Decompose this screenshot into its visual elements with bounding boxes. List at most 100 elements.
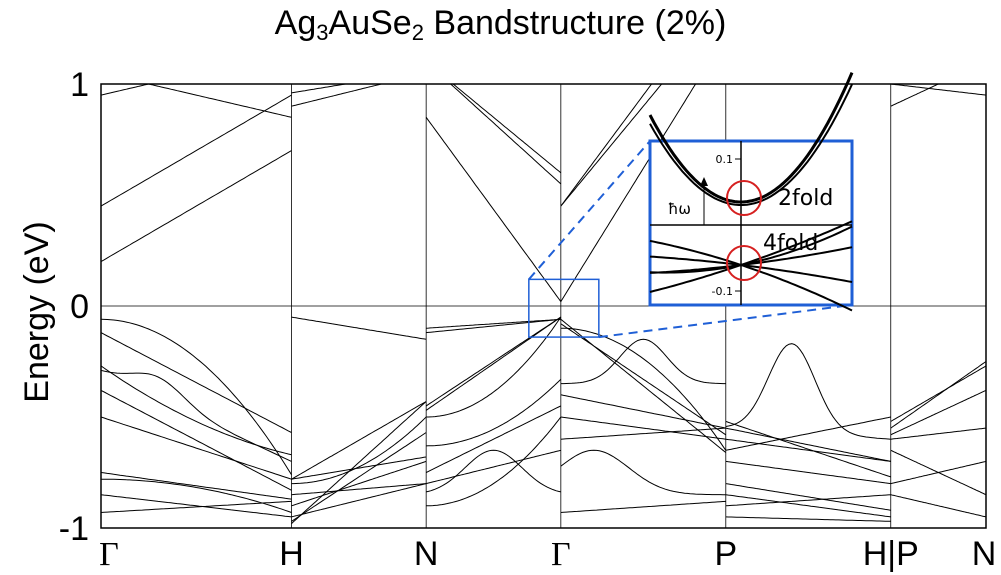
band-line (420, 84, 427, 85)
band-line (890, 365, 986, 422)
band-line (725, 438, 891, 462)
inset-label-hbar-omega: ħω (668, 200, 691, 218)
band-line (890, 389, 986, 436)
band-line (426, 318, 561, 334)
zoom-indicator (528, 140, 853, 339)
zoom-connector (528, 140, 651, 281)
band-line (101, 94, 292, 207)
band-line (291, 483, 427, 518)
band-line (101, 494, 292, 518)
band-line (425, 117, 562, 302)
y-tick-label: 1 (70, 66, 89, 104)
band-line (425, 316, 562, 411)
band-line (449, 84, 562, 185)
band-line (725, 416, 891, 451)
band-line (291, 432, 427, 522)
band-line (890, 361, 986, 429)
band-line (890, 84, 940, 107)
x-tick-label: H|P (863, 535, 919, 573)
band-line (426, 416, 562, 507)
zoom-box (528, 278, 600, 338)
zoom-connector (598, 304, 853, 339)
band-line (101, 365, 292, 456)
band-line (101, 318, 292, 475)
band-line (426, 318, 561, 329)
x-tick-label: Γ (99, 536, 119, 573)
x-tick-label: Γ (551, 536, 571, 573)
x-tick-label: N (972, 535, 997, 573)
x-tick-label: P (714, 535, 737, 573)
inset-band (649, 220, 853, 293)
band-line (101, 416, 292, 480)
band-line (101, 84, 151, 96)
band-line (560, 427, 726, 440)
band-line (291, 401, 427, 480)
band-line (890, 427, 986, 440)
band-line (291, 316, 427, 340)
x-tick-label: N (414, 535, 439, 573)
band-line (560, 84, 697, 302)
band-line (725, 494, 891, 507)
y-tick-labels: -1 0 1 (59, 66, 89, 548)
band-line (291, 84, 349, 94)
inset-panel: 0.1 -0.1 2fold 4fold ħω (648, 72, 854, 312)
inset-band (648, 72, 854, 204)
band-line (560, 449, 726, 496)
band-line (101, 150, 292, 263)
band-line (890, 84, 986, 96)
band-line (890, 460, 986, 485)
x-tick-labels: Γ H N Γ P H|P N (99, 535, 996, 573)
band-line (725, 494, 891, 518)
y-tick-label: 0 (70, 288, 89, 326)
band-line (291, 460, 427, 507)
band-line (725, 483, 891, 511)
chart-title: Ag3AuSe2 Bandstructure (2%) (274, 4, 727, 45)
y-axis-label: Energy (eV) (18, 221, 56, 402)
band-line (725, 420, 891, 478)
bands-group (101, 84, 986, 524)
inset-circle-4fold (726, 245, 762, 281)
inset-band (649, 239, 853, 312)
band-line (560, 323, 727, 436)
x-tick-label: H (279, 535, 304, 573)
plot-border (100, 83, 987, 529)
band-line (291, 84, 384, 107)
band-line (426, 449, 561, 493)
inset-tick-label: -0.1 (712, 285, 733, 298)
inset-tick-label: 0.1 (716, 153, 734, 166)
band-line (101, 500, 292, 513)
band-line (725, 460, 891, 485)
band-line (426, 378, 562, 447)
band-line (560, 394, 726, 429)
band-line (101, 472, 292, 500)
band-line (425, 316, 562, 407)
band-line (725, 343, 891, 440)
band-line (291, 401, 427, 524)
band-line (426, 449, 561, 485)
plot-frame (100, 83, 987, 529)
band-line (890, 494, 986, 518)
band-line (560, 84, 653, 207)
band-line (560, 416, 726, 440)
band-line (426, 316, 562, 418)
band-line (291, 483, 427, 496)
inset-band (649, 83, 853, 206)
band-line (146, 84, 292, 118)
band-line (101, 389, 292, 491)
band-line (725, 516, 891, 522)
band-line (452, 84, 562, 174)
band-line (725, 427, 891, 462)
band-line (425, 405, 562, 473)
inset-arrow-head (700, 177, 708, 186)
inset-band (649, 225, 853, 274)
band-line (560, 338, 726, 385)
band-line (101, 478, 292, 513)
band-line (560, 500, 726, 513)
inset-label-2fold: 2fold (778, 186, 833, 211)
band-line (560, 84, 663, 207)
y-tick-label: -1 (59, 510, 89, 548)
band-line (291, 456, 427, 480)
inset-circle-2fold (726, 180, 762, 216)
band-line (560, 327, 727, 451)
